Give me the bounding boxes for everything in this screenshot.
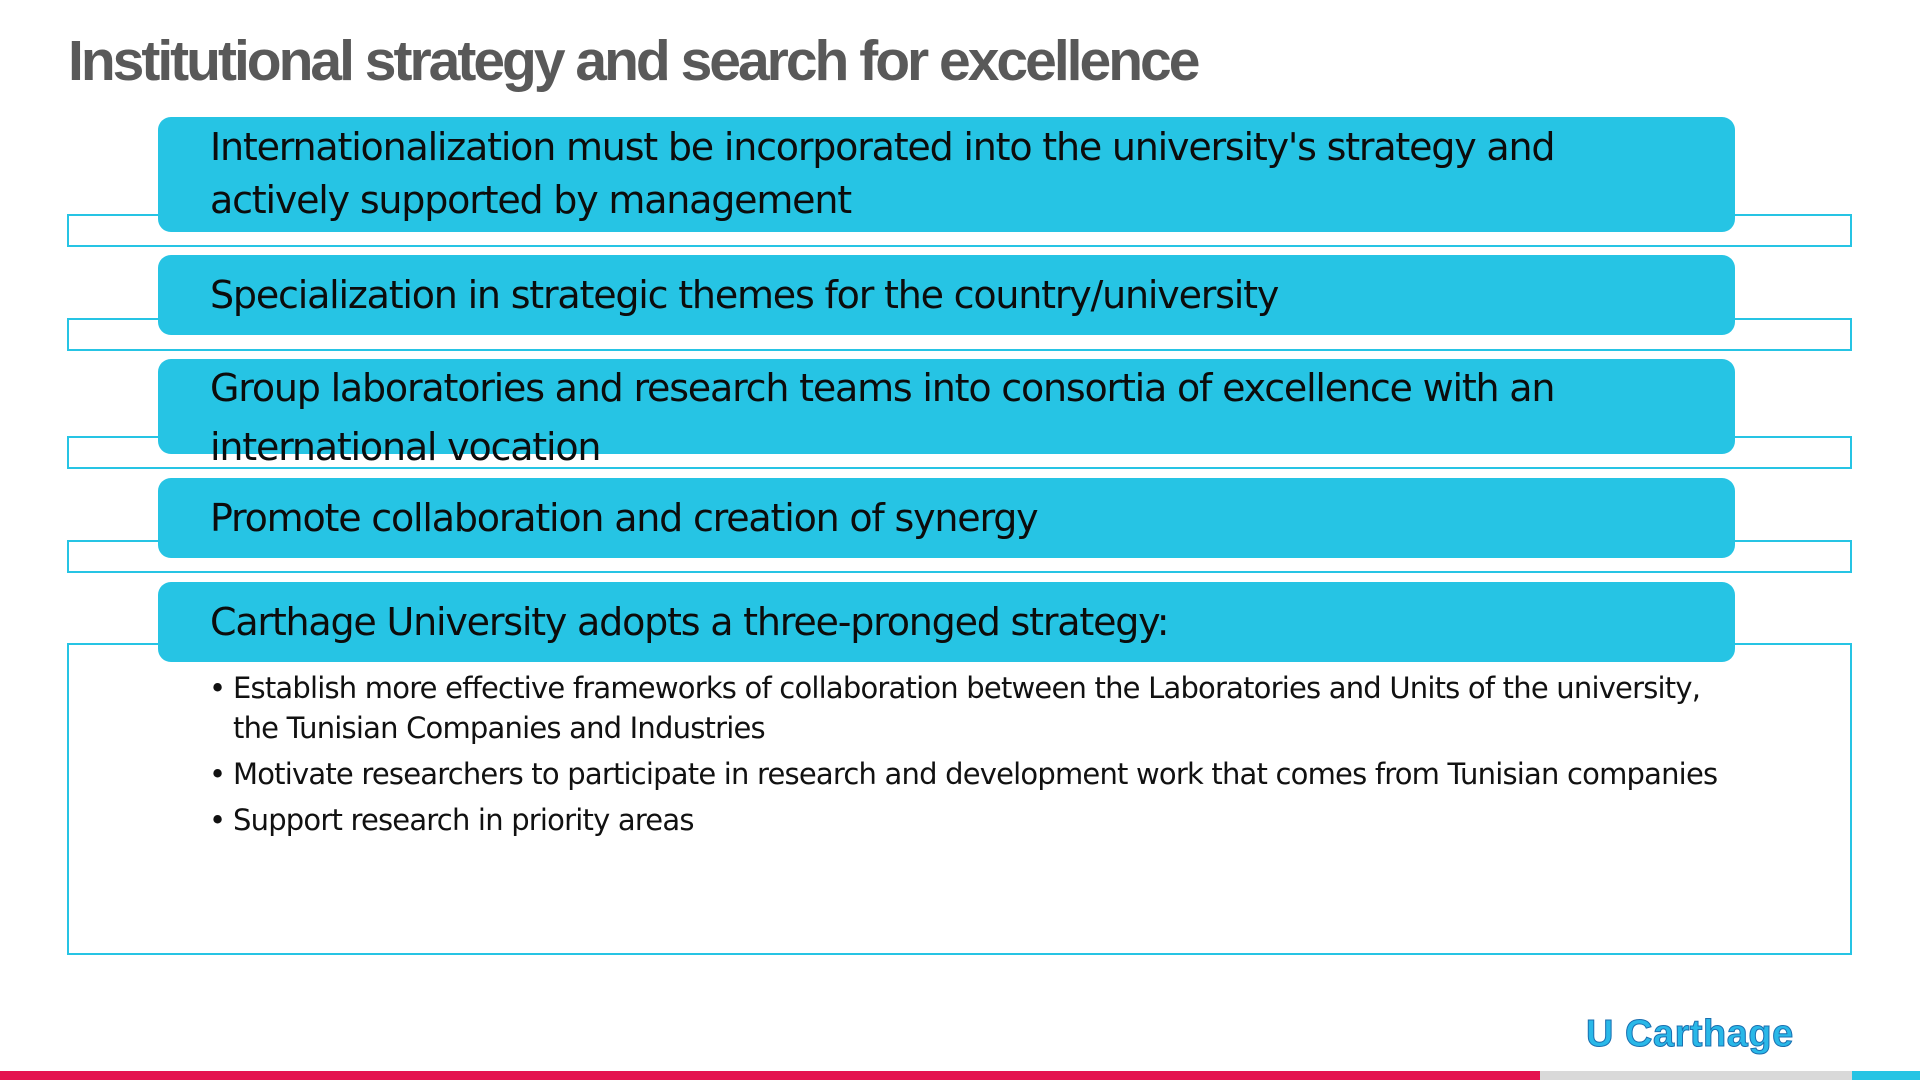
bullet-dot-icon: • [209,671,226,705]
bullet-text: Support research in priority areas [233,803,694,837]
strategy-item-3: Group laboratories and research teams in… [158,359,1735,469]
strategy-item-2: Specialization in strategic themes for t… [158,255,1735,335]
bullet-item: • Motivate researchers to participate in… [206,754,1726,794]
strategy-item-3-text: Group laboratories and research teams in… [210,366,1555,469]
bullet-text: Establish more effective frameworks of c… [233,671,1701,745]
bullet-dot-icon: • [209,803,226,837]
footer-stripe-cyan [1852,1071,1920,1080]
slide-title: Institutional strategy and search for ex… [68,29,1200,93]
university-logo-text: U Carthage [1586,1013,1794,1056]
strategy-item-4-text: Promote collaboration and creation of sy… [210,496,1039,540]
strategy-item-5-text: Carthage University adopts a three-prong… [210,600,1169,644]
strategy-item-5: Carthage University adopts a three-prong… [158,582,1735,662]
footer-stripe-red [0,1071,1540,1080]
item-band-5-content-box [67,643,1852,955]
strategy-item-1-text: Internationalization must be incorporate… [210,125,1555,222]
strategy-bullet-list: • Establish more effective frameworks of… [206,668,1726,846]
strategy-item-4: Promote collaboration and creation of sy… [158,478,1735,558]
bullet-item: • Support research in priority areas [206,800,1726,840]
strategy-item-1: Internationalization must be incorporate… [158,117,1735,232]
bullet-item: • Establish more effective frameworks of… [206,668,1726,748]
strategy-item-2-text: Specialization in strategic themes for t… [210,273,1279,317]
footer-stripe-grey [1540,1071,1852,1080]
bullet-text: Motivate researchers to participate in r… [233,757,1718,791]
bullet-dot-icon: • [209,757,226,791]
